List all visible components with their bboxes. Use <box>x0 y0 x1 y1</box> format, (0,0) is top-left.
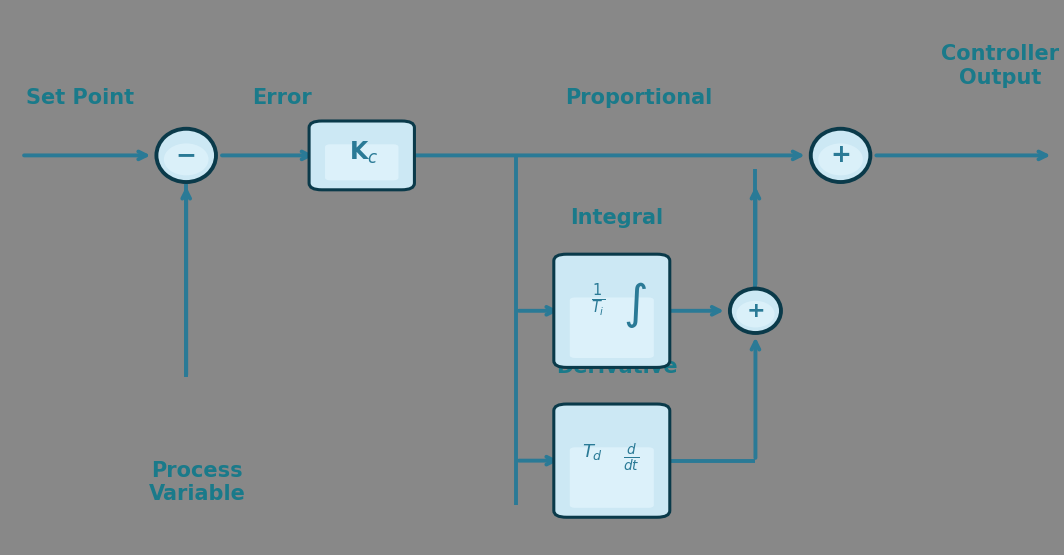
Text: −: − <box>176 143 197 168</box>
Ellipse shape <box>164 143 209 175</box>
Ellipse shape <box>736 301 775 327</box>
Ellipse shape <box>818 143 863 175</box>
Text: Controller
Output: Controller Output <box>941 44 1060 88</box>
FancyBboxPatch shape <box>569 447 653 508</box>
Text: Set Point: Set Point <box>26 88 134 108</box>
FancyBboxPatch shape <box>310 121 415 190</box>
Text: +: + <box>746 301 765 321</box>
FancyBboxPatch shape <box>553 254 669 367</box>
Text: Process
Variable: Process Variable <box>148 461 246 504</box>
Text: Derivative: Derivative <box>556 357 678 377</box>
Text: $T_d$: $T_d$ <box>582 442 603 462</box>
Text: Proportional: Proportional <box>565 88 712 108</box>
Ellipse shape <box>811 129 870 182</box>
Text: Integral: Integral <box>570 208 664 228</box>
Ellipse shape <box>156 129 216 182</box>
Text: +: + <box>830 143 851 168</box>
FancyBboxPatch shape <box>326 144 399 180</box>
Text: $\frac{1}{T_i}$: $\frac{1}{T_i}$ <box>591 282 605 319</box>
FancyBboxPatch shape <box>569 297 653 358</box>
Text: $\int$: $\int$ <box>624 280 647 330</box>
Text: K$_c$: K$_c$ <box>349 139 379 166</box>
Text: $\frac{d}{dt}$: $\frac{d}{dt}$ <box>622 442 639 474</box>
Text: Error: Error <box>252 88 312 108</box>
Ellipse shape <box>730 289 781 333</box>
FancyBboxPatch shape <box>553 404 669 517</box>
